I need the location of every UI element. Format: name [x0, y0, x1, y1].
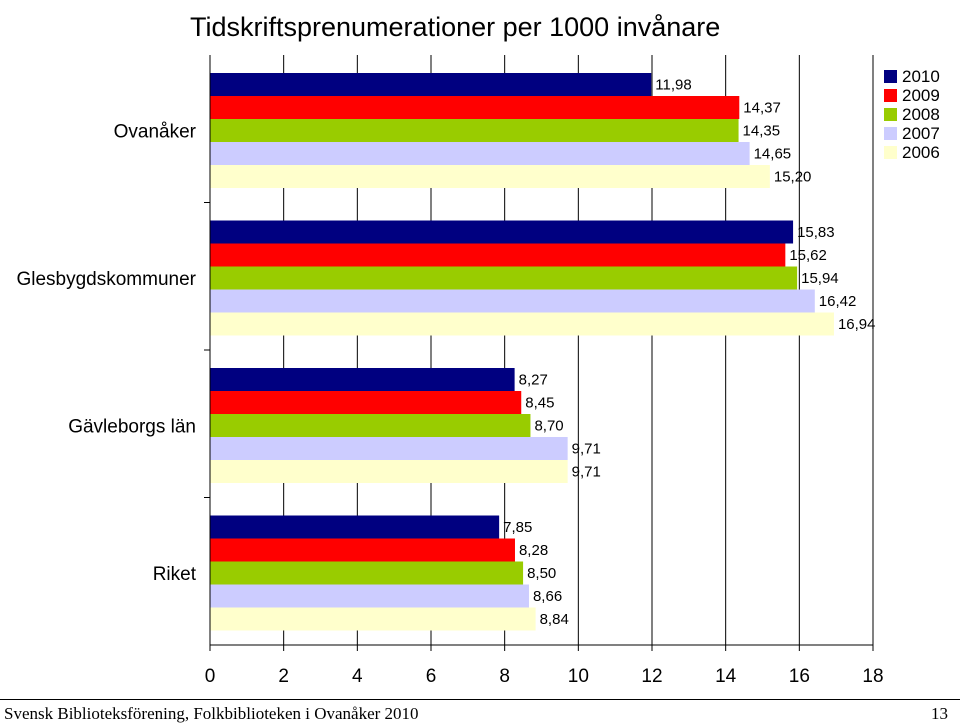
- legend-swatch: [884, 108, 897, 121]
- legend-label: 2010: [902, 67, 940, 86]
- axes: Ovanåker Glesbygdskommuner Gävleborgs län R…: [16, 55, 884, 687]
- bar: [210, 119, 739, 142]
- bar: [210, 584, 529, 608]
- x-tick-label: 8: [499, 666, 510, 687]
- category-label: Ovanåker: [114, 122, 197, 143]
- value-labels: 11,98 14,37 14,35 14,65 15,20 15,83 15,62 15,94…: [503, 77, 875, 629]
- legend-label: 2008: [902, 105, 940, 124]
- data-label: 8,84: [540, 611, 569, 628]
- bar: [210, 391, 522, 414]
- x-tick-label: 12: [641, 666, 662, 687]
- data-label: 9,71: [572, 464, 601, 481]
- footer-source: Svensk Biblioteksförening, Folkbibliotek…: [4, 704, 419, 723]
- category-label: Glesbygdskommuner: [16, 269, 196, 290]
- bar-chart: 11,98 14,37 14,35 14,65 15,20 15,83 15,62 15,94…: [16, 55, 940, 687]
- data-label: 15,83: [797, 224, 835, 241]
- data-label: 8,45: [525, 395, 554, 412]
- data-label: 8,70: [534, 418, 563, 435]
- bar: [210, 289, 815, 313]
- data-label: 14,37: [743, 100, 781, 117]
- legend-label: 2006: [902, 143, 940, 162]
- legend-swatch: [884, 70, 897, 83]
- bar: [210, 607, 536, 631]
- legend-label: 2007: [902, 124, 940, 143]
- bar: [210, 243, 786, 267]
- bar: [210, 368, 515, 391]
- x-tick-label: 6: [426, 666, 437, 687]
- x-tick-label: 16: [789, 666, 810, 687]
- bar: [210, 96, 740, 119]
- legend-label: 2009: [902, 86, 940, 105]
- bar: [210, 165, 770, 188]
- bar: [210, 515, 500, 539]
- x-tick-label: 0: [205, 666, 216, 687]
- bar: [210, 220, 794, 244]
- bar: [210, 266, 798, 290]
- bar: [210, 561, 524, 585]
- bar: [210, 538, 515, 562]
- data-label: 9,71: [572, 441, 601, 458]
- x-tick-label: 14: [715, 666, 737, 687]
- bars: [210, 73, 834, 631]
- x-tick-label: 4: [352, 666, 363, 687]
- data-label: 8,50: [527, 565, 556, 582]
- data-label: 15,94: [801, 270, 839, 287]
- category-label: Riket: [153, 564, 197, 585]
- legend-swatch: [884, 89, 897, 102]
- legend-swatch: [884, 146, 897, 159]
- data-label: 16,42: [819, 293, 857, 310]
- page-number: 13: [931, 704, 948, 723]
- chart-title: Tidskriftsprenumerationer per 1000 invån…: [190, 12, 721, 42]
- bar: [210, 414, 531, 437]
- data-label: 14,35: [743, 123, 781, 140]
- bar: [210, 73, 652, 96]
- data-label: 8,27: [519, 372, 548, 389]
- category-label: Gävleborgs län: [68, 417, 196, 438]
- x-tick-label: 10: [568, 666, 589, 687]
- bar: [210, 312, 834, 336]
- footer-divider: [0, 699, 960, 700]
- data-label: 14,65: [754, 146, 792, 163]
- legend-swatch: [884, 127, 897, 140]
- bar: [210, 437, 568, 460]
- bar: [210, 460, 568, 483]
- data-label: 8,66: [533, 588, 562, 605]
- data-label: 15,62: [789, 247, 827, 264]
- data-label: 15,20: [774, 169, 812, 186]
- x-tick-label: 18: [862, 666, 883, 687]
- data-label: 11,98: [655, 77, 691, 94]
- data-label: 7,85: [503, 519, 532, 536]
- data-label: 16,94: [838, 316, 876, 333]
- x-tick-label: 2: [278, 666, 289, 687]
- data-label: 8,28: [519, 542, 548, 559]
- bar: [210, 142, 750, 165]
